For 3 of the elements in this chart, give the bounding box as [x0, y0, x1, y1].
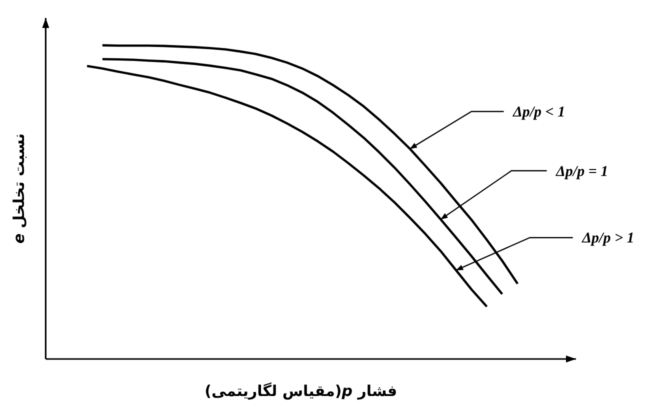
text: Δp/p < 1: [512, 104, 566, 120]
text: Δp/p = 1: [555, 164, 608, 180]
text: Δp/p > 1: [581, 230, 634, 247]
